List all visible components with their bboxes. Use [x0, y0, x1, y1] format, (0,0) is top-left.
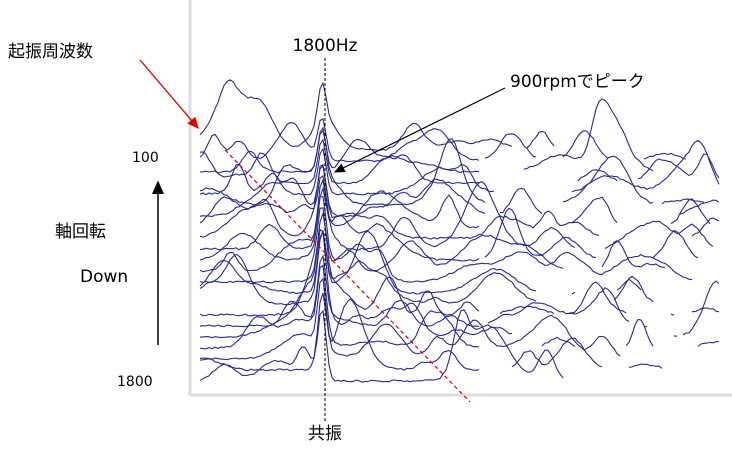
trace — [199, 292, 663, 372]
trace — [199, 126, 705, 207]
excitation-arrow — [139, 59, 199, 129]
axis-title: 軸回転 — [55, 222, 106, 242]
rpm-bottom-label: 1800 — [117, 374, 153, 390]
trace — [199, 163, 720, 240]
peak-label: 900rpmでピーク — [510, 72, 645, 92]
peak-arrow — [333, 87, 506, 173]
waterfall-traces — [200, 80, 719, 382]
direction-label: Down — [80, 267, 128, 287]
trace — [199, 139, 720, 196]
excitation-label: 起振周波数 — [8, 42, 93, 62]
trace — [199, 207, 720, 317]
frequency-label: 1800Hz — [293, 36, 358, 56]
rpm-top-label: 100 — [132, 150, 159, 166]
excitation-line — [224, 149, 471, 403]
trace — [199, 264, 720, 350]
trace — [199, 186, 699, 262]
trace — [199, 228, 720, 339]
resonance-label: 共振 — [308, 424, 342, 444]
trace — [199, 213, 693, 284]
